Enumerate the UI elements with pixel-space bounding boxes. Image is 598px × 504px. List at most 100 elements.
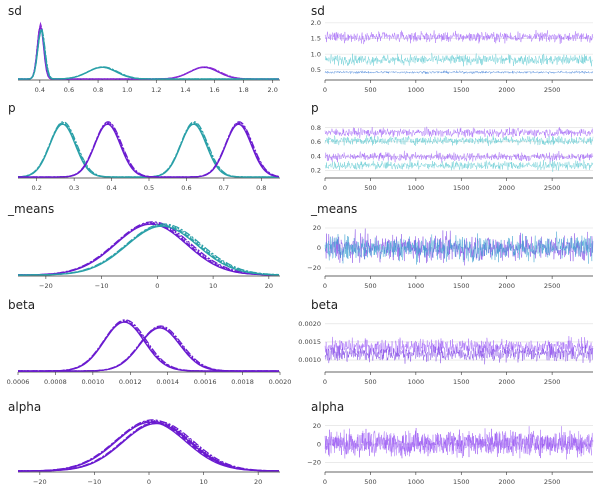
x-tick-label: 0.0016 (194, 378, 217, 386)
x-tick-label: 2000 (498, 86, 515, 94)
x-tick-label: 2000 (498, 378, 515, 386)
panel-alpha-density: alpha −20 −10 0 10 20 (8, 400, 280, 486)
x-tick-label: 1500 (453, 184, 470, 192)
density-curve (18, 223, 280, 276)
y-tick-label: 0.4 (311, 152, 321, 160)
x-tick-label: 2000 (498, 184, 515, 192)
x-tick-label: 1.0 (122, 86, 132, 94)
density-curve (17, 123, 279, 178)
x-tick-label: 1.8 (238, 86, 248, 94)
x-tick-label: 500 (364, 478, 376, 486)
density-curve (18, 22, 279, 80)
density-curve (18, 121, 280, 178)
x-tick-label: 0.8 (93, 86, 103, 94)
density-curve (17, 420, 279, 472)
density-curve (18, 28, 279, 80)
panel-title: alpha (8, 400, 41, 414)
x-tick-label: 0 (323, 378, 327, 386)
density-curve (18, 319, 279, 372)
x-tick-label: 0 (323, 86, 327, 94)
density-curve (18, 222, 279, 276)
trace-line (324, 69, 594, 75)
x-tick-label: 2500 (544, 478, 561, 486)
panel-title: sd (311, 4, 325, 18)
x-tick-label: 0 (323, 478, 327, 486)
x-tick-label: 0.0018 (231, 378, 254, 386)
density-curve (18, 121, 280, 178)
x-tick-label: 1000 (408, 478, 425, 486)
panel-title: beta (311, 298, 338, 312)
trace-line (324, 343, 594, 365)
x-tick-label: 0.0010 (81, 378, 104, 386)
x-tick-label: 1000 (408, 378, 425, 386)
x-tick-label: 20 (254, 478, 262, 486)
x-tick-label: 1.2 (151, 86, 161, 94)
x-tick-label: 1000 (408, 184, 425, 192)
x-tick-label: 1000 (408, 86, 425, 94)
panel-p-density: p 0.2 0.3 0.4 0.5 0.6 0.7 0.8 (8, 101, 280, 192)
panel-title: sd (8, 4, 22, 18)
x-tick-label: 1500 (453, 86, 470, 94)
x-tick-label: 1000 (408, 282, 425, 290)
x-tick-label: −20 (39, 282, 53, 290)
y-tick-label: 20 (313, 224, 321, 232)
x-tick-label: 1500 (453, 282, 470, 290)
y-tick-label: 0 (317, 244, 321, 252)
x-tick-label: 0.4 (106, 184, 116, 192)
density-curve (18, 320, 279, 372)
density-curve (18, 30, 279, 80)
density-curve (18, 421, 279, 472)
panel-title: p (8, 101, 16, 115)
density-curve (18, 121, 279, 178)
density-curve (18, 225, 279, 276)
x-tick-label: 0.5 (144, 184, 154, 192)
x-tick-label: 0 (147, 478, 151, 486)
density-curve (18, 224, 280, 276)
y-tick-label: 0.6 (311, 138, 321, 146)
x-tick-label: 0 (323, 184, 327, 192)
y-tick-label: 0.0020 (298, 320, 321, 328)
trace-line (324, 150, 594, 163)
density-curve (18, 325, 279, 372)
panel-means-trace: _means −20 0 20 0 500 1000 1500 2000 2500 (307, 202, 594, 290)
density-curve (18, 422, 279, 472)
x-tick-label: 0.0008 (44, 378, 67, 386)
y-tick-label: 0.0015 (298, 338, 321, 346)
panel-sd-density: sd 0.4 0.6 0.8 1.0 1.2 1.4 1.6 1.8 2.0 (8, 4, 280, 94)
y-tick-label: 0.5 (311, 66, 321, 74)
x-tick-label: −20 (33, 478, 47, 486)
panel-p-trace: p 0.2 0.4 0.6 0.8 0 500 1000 1500 2000 2500 (311, 101, 594, 192)
density-curve (18, 420, 280, 472)
x-tick-label: 500 (364, 378, 376, 386)
density-curve (18, 123, 280, 178)
x-tick-label: −10 (88, 478, 102, 486)
y-tick-label: 2.0 (311, 19, 321, 27)
density-curve (18, 22, 279, 80)
density-curve (18, 224, 279, 276)
panel-beta-trace: beta 0.0010 0.0015 0.0020 0 500 1000 1500 2000 25… (298, 298, 594, 386)
trace-line (324, 426, 594, 460)
x-tick-label: −10 (95, 282, 109, 290)
x-tick-label: 1.6 (209, 86, 219, 94)
density-curve (17, 223, 279, 276)
x-tick-label: 2.0 (268, 86, 278, 94)
panel-beta-density: beta 0.0006 0.0008 0.0010 0.0012 0.0014 0.0016… (7, 298, 292, 386)
x-tick-label: 2500 (544, 282, 561, 290)
x-tick-label: 0.6 (64, 86, 74, 94)
x-tick-label: 2500 (544, 378, 561, 386)
y-tick-label: −20 (307, 459, 321, 467)
y-tick-label: 1.5 (311, 35, 321, 43)
density-curve (18, 30, 279, 80)
trace-line (324, 135, 594, 146)
density-curve (18, 221, 279, 276)
panel-title: alpha (311, 400, 344, 414)
x-tick-label: 0 (323, 282, 327, 290)
density-curve (18, 421, 279, 472)
x-tick-label: 0.2 (32, 184, 42, 192)
x-tick-label: 0.0014 (156, 378, 179, 386)
x-tick-label: 0.0020 (269, 378, 292, 386)
density-curve (18, 422, 279, 472)
x-tick-label: 500 (364, 184, 376, 192)
